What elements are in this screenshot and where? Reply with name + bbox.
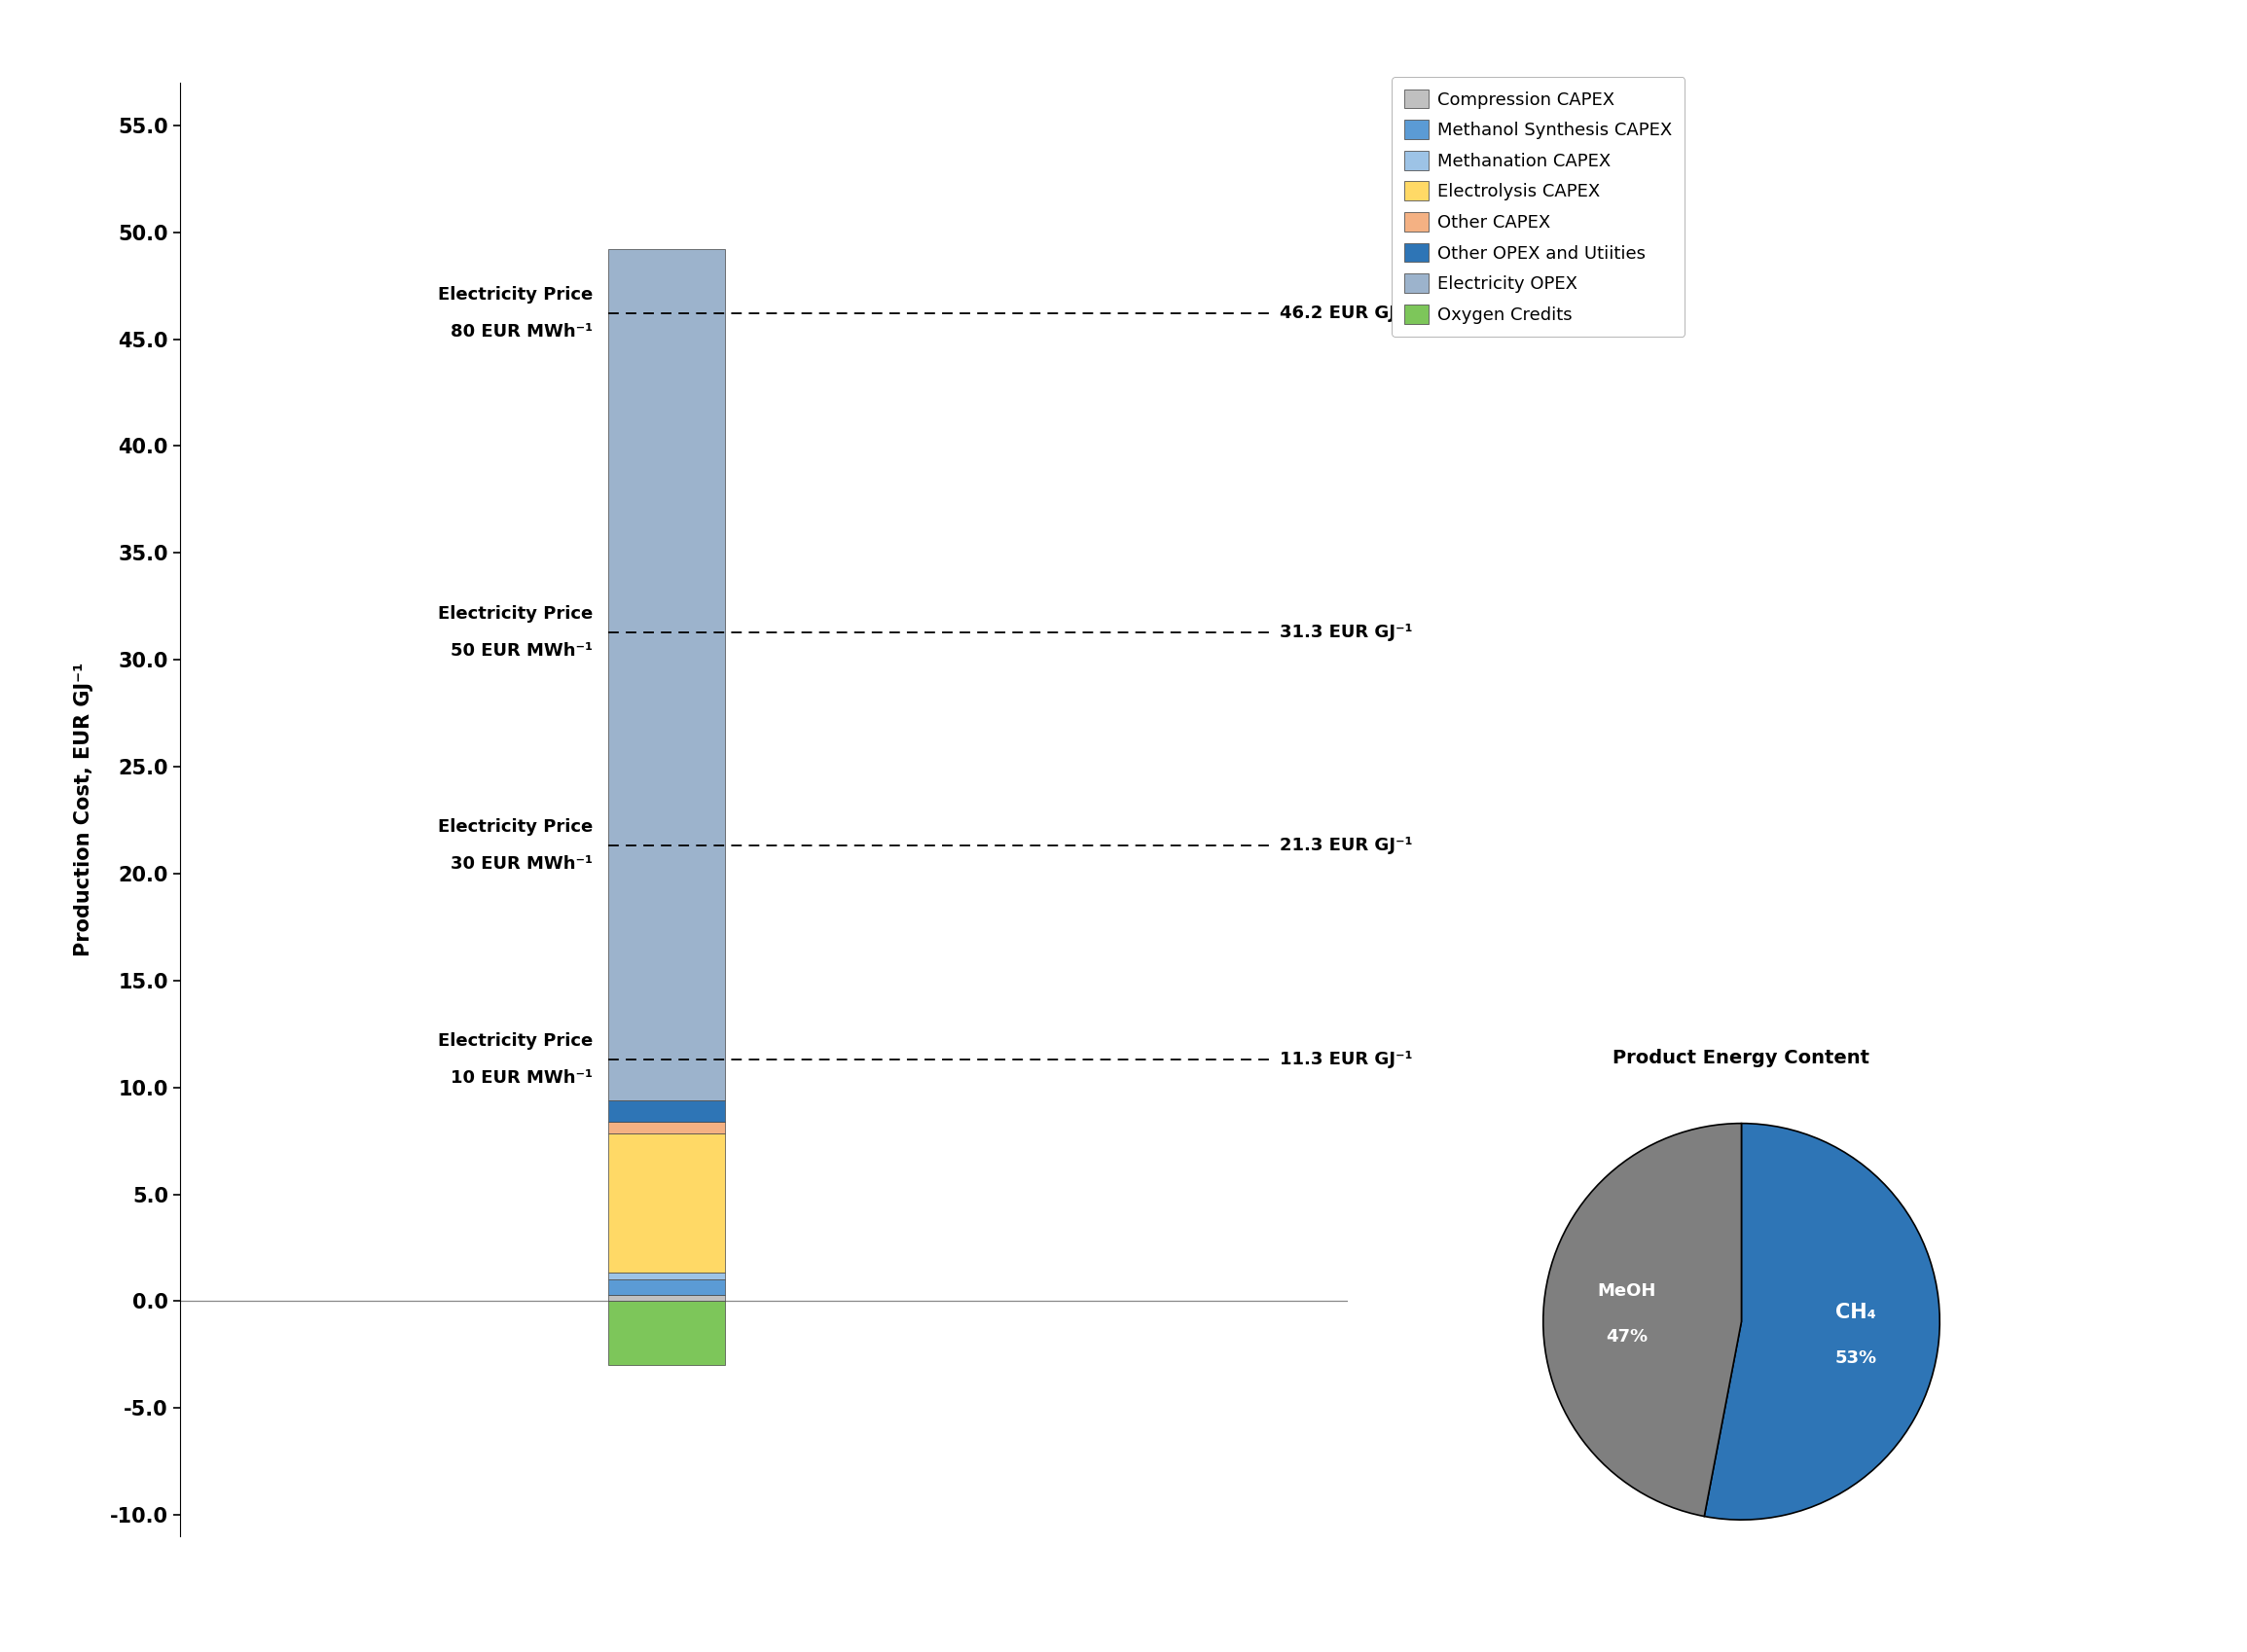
Text: Electricity Price: Electricity Price [438,286,593,304]
Bar [609,1280,726,1295]
Bar [609,1272,726,1280]
Text: 53%: 53% [1836,1350,1876,1366]
Text: 21.3 EUR GJ⁻¹: 21.3 EUR GJ⁻¹ [1281,838,1413,854]
Text: 46.2 EUR GJ⁻¹: 46.2 EUR GJ⁻¹ [1281,304,1413,322]
Text: 50 EUR MWh⁻¹: 50 EUR MWh⁻¹ [452,641,593,659]
Bar [609,1100,726,1122]
Bar [609,1302,726,1365]
Bar [609,1133,726,1272]
Bar [609,1122,726,1133]
Text: 47%: 47% [1607,1328,1647,1345]
Bar [609,1295,726,1302]
Wedge shape [1703,1123,1939,1520]
Text: 31.3 EUR GJ⁻¹: 31.3 EUR GJ⁻¹ [1281,623,1413,641]
Text: CH₄: CH₄ [1836,1303,1876,1322]
Text: 30 EUR MWh⁻¹: 30 EUR MWh⁻¹ [452,856,593,872]
Text: 10 EUR MWh⁻¹: 10 EUR MWh⁻¹ [452,1069,593,1087]
Bar [609,249,726,1100]
Text: Electricity Price: Electricity Price [438,1032,593,1051]
Text: 80 EUR MWh⁻¹: 80 EUR MWh⁻¹ [449,324,593,340]
Text: Electricity Price: Electricity Price [438,605,593,623]
Y-axis label: Production Cost, EUR GJ⁻¹: Production Cost, EUR GJ⁻¹ [74,662,94,957]
Text: Electricity Price: Electricity Price [438,819,593,836]
Text: 11.3 EUR GJ⁻¹: 11.3 EUR GJ⁻¹ [1281,1051,1413,1069]
Text: MeOH: MeOH [1598,1282,1656,1300]
Title: Product Energy Content: Product Energy Content [1613,1049,1870,1067]
Wedge shape [1544,1123,1741,1517]
Legend: Compression CAPEX, Methanol Synthesis CAPEX, Methanation CAPEX, Electrolysis CAP: Compression CAPEX, Methanol Synthesis CA… [1393,78,1685,335]
